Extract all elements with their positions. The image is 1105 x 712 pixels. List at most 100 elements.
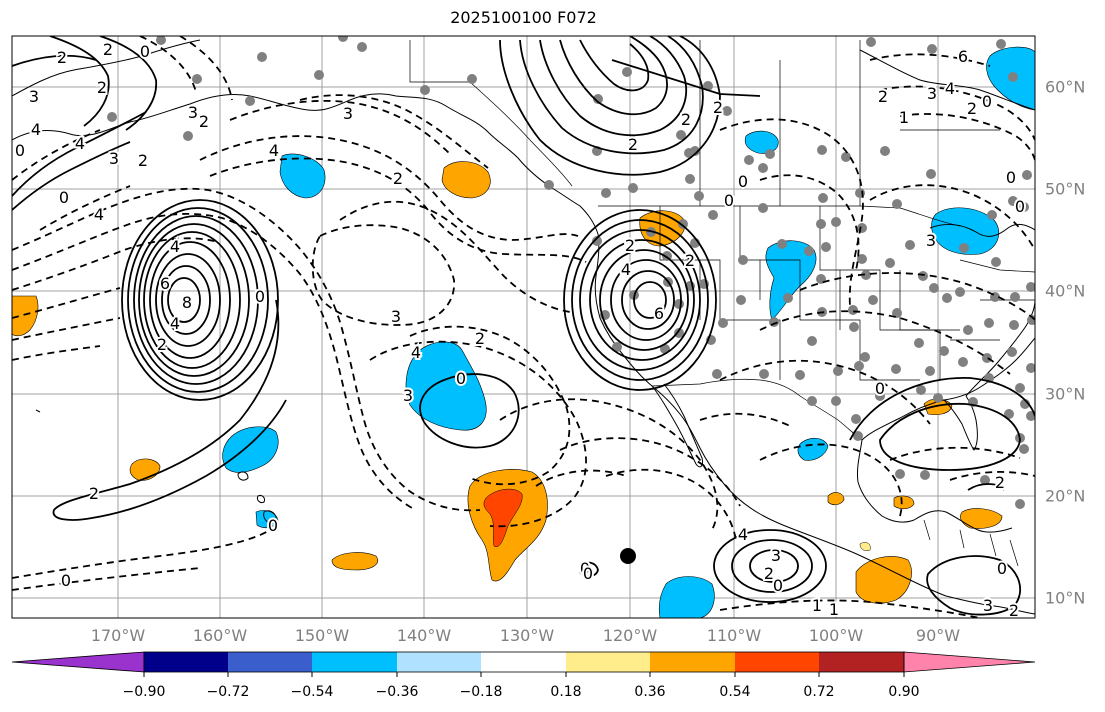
contour-west-4 [589,239,695,361]
station-dot [929,283,939,293]
latitude-label: 60°N [1045,77,1086,97]
chart-title: 2025100100 F072 [450,8,597,27]
contour-label: 4 [738,525,748,544]
contour-label: 4 [75,134,85,153]
station-dot [690,146,700,156]
coast-us-west [594,233,853,553]
station-dot [807,336,817,346]
longitude-label: 160°W [192,626,248,645]
station-dot [841,152,851,162]
station-dot [777,239,787,249]
station-dot [1015,383,1025,393]
dash-east-2 [949,471,1035,481]
station-dot [914,338,924,348]
station-dot [674,299,684,309]
colorbar-tick-label: 0.90 [888,684,920,700]
colorbar-tick-label: −0.72 [206,684,250,700]
station-dot [628,183,638,193]
station-dot [848,305,858,315]
contour-small-0 [579,561,599,578]
contour-label: 0 [773,576,783,595]
dash-mid-1 [339,200,571,313]
dash-north-4 [299,94,489,169]
colorbar-extend-min [11,651,145,673]
station-dot [963,325,973,335]
contour-label: 1 [812,596,822,615]
station-dot [685,174,695,184]
political-borders [409,40,1035,567]
station-dot [866,37,876,47]
colorbar-tick-label: 0.18 [550,684,582,700]
station-dot [853,431,863,441]
border-alaska-canada [409,40,573,187]
dash-pacific-1 [12,187,481,512]
dash-north-2 [209,157,587,263]
colorbar-tick-label: −0.36 [375,684,419,700]
dash-plains-1 [719,359,931,425]
dash-gulf-1 [759,443,903,517]
blue-area-gulf-alaska [279,153,326,199]
colorbar-segment [397,652,481,672]
station-dot [861,270,871,280]
station-dot [736,295,746,305]
station-dot [769,317,779,327]
dash-mid-5 [559,437,741,507]
station-dot [880,146,890,156]
station-dot [987,210,997,220]
contour-alaska-5 [579,39,650,92]
station-dot [765,149,775,159]
dash-pacific-3 [12,237,219,291]
station-dot [758,163,768,173]
contour-nw-5 [12,54,97,67]
colorbar-segment [144,652,228,672]
coast-baja [651,383,703,468]
station-dot [1010,292,1020,302]
border-states-5 [950,259,1035,341]
contour-label: 2 [475,329,485,348]
contour-label: 0 [268,516,278,535]
latitude-label: 10°N [1045,588,1086,608]
red-area-east-pacific [483,488,523,548]
station-dot [156,36,166,45]
contour-label: 1 [829,600,839,619]
station-dot [107,112,117,122]
station-dot [933,393,943,403]
coast-alaska-north [12,39,201,97]
dash-canada-6 [869,53,991,67]
contour-mexico-3 [749,549,799,583]
contour-ne-1 [611,59,761,97]
station-dot [738,255,748,265]
contour-label: 2 [967,99,977,118]
station-dot [338,36,348,42]
station-dot [817,145,827,155]
dash-east-1 [889,446,1021,461]
island-hawaii-2 [257,495,265,503]
contour-label: 2 [713,98,723,117]
station-dot [622,67,632,77]
dash-canada-1 [719,118,864,307]
station-dot [712,369,722,379]
contour-label: 0 [1006,168,1016,187]
contour-alaska-3 [539,36,688,137]
contour-label: 3 [771,546,781,565]
orange-area-west-pacific [12,295,39,337]
contour-label: 6 [654,304,664,323]
station-dot [1008,72,1018,82]
station-dot [1004,409,1014,419]
contour-label: 2 [103,40,113,59]
station-dot [1015,499,1025,509]
colorbar [11,651,1036,677]
colorbar-tick-label: −0.18 [459,684,503,700]
station-dot [783,293,793,303]
station-dot [646,227,656,237]
contour-label: 3 [29,87,39,106]
colorbar-segment [228,652,312,672]
island-hawaii-1 [237,471,249,481]
contour-pacific-2 [127,207,269,393]
border-states-3 [819,206,941,380]
island-pacific-1 [35,409,41,413]
longitude-label: 140°W [396,626,452,645]
contour-west-3 [579,229,701,371]
border-central-america [923,519,1019,567]
